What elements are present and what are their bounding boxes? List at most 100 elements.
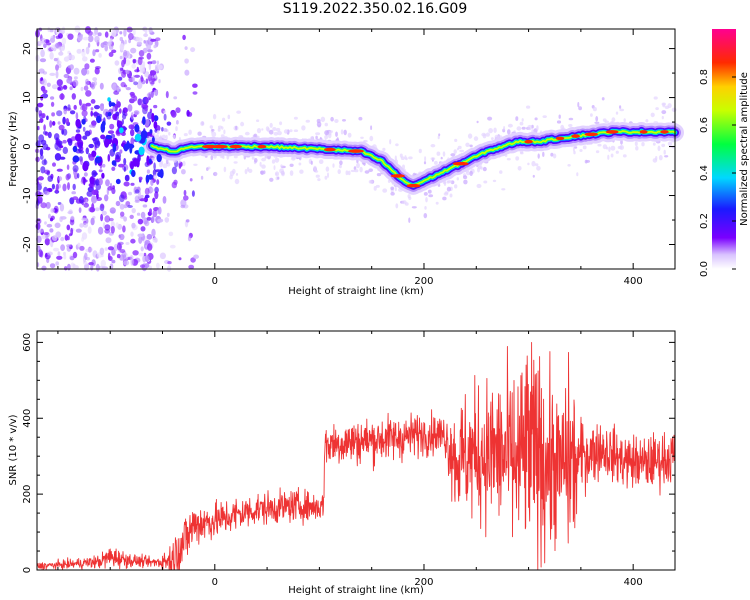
spectrogram-faint-cell — [339, 160, 343, 166]
spectrogram-noise-cell — [154, 186, 159, 194]
spectrogram-noise-cell — [116, 253, 121, 259]
spectrogram-noise-cell — [47, 175, 53, 182]
spectrogram-faint-cell — [537, 153, 540, 159]
spectrogram-noise-cell — [184, 69, 190, 76]
spectrogram-faint-cell — [671, 107, 677, 113]
spectrogram-faint-cell — [235, 125, 238, 130]
spectrogram-noise-cell — [93, 137, 100, 145]
spectrogram-noise-cell — [69, 110, 76, 115]
spectrogram-noise-cell — [88, 143, 94, 149]
spectrogram-noise-cell — [72, 183, 76, 191]
spectrogram-faint-cell — [542, 115, 547, 118]
spectrogram-noise-cell — [94, 27, 99, 35]
spectrogram-noise-cell — [123, 28, 127, 37]
spectrogram-noise-cell — [169, 244, 176, 249]
spectrogram-faint-cell — [213, 171, 218, 177]
spectrogram-noise-cell — [49, 263, 56, 269]
spectrogram-noise-cell — [51, 235, 58, 242]
spectrogram-noise-cell — [123, 166, 127, 172]
colorbar-label: Normalized spectral amplitude — [739, 72, 750, 226]
spectrogram-faint-cell — [299, 169, 304, 174]
spectrogram-faint-cell — [280, 164, 283, 168]
spectrogram-noise-cell — [101, 210, 107, 216]
spectrogram-noise-cell — [142, 204, 148, 208]
spectrogram-noise-cell — [151, 228, 156, 237]
spectrogram-faint-cell — [263, 170, 266, 175]
spectrogram-faint-cell — [212, 113, 217, 120]
spectrogram-faint-cell — [222, 117, 226, 122]
spectrogram-faint-cell — [602, 118, 607, 122]
spectrogram-noise-cell — [159, 252, 166, 260]
spectrogram-peak — [390, 174, 405, 178]
spectrogram-faint-cell — [400, 156, 405, 160]
spectrogram-noise-cell — [75, 228, 82, 233]
spectrogram-x-label: Height of straight line (km) — [288, 286, 424, 297]
spectrogram-noise-cell — [192, 91, 198, 95]
spectrogram-faint-cell — [394, 186, 397, 192]
spectrogram-noise-cell — [90, 217, 95, 226]
spectrogram-faint-cell — [330, 116, 334, 122]
spectrogram-noise-cell — [138, 252, 145, 257]
spectrogram-noise-cell — [123, 181, 130, 187]
spectrogram-noise-cell — [98, 53, 102, 58]
spectrogram-faint-cell — [193, 163, 198, 166]
spectrogram-noise-cell — [94, 67, 100, 75]
spectrogram-noise-cell — [91, 120, 97, 126]
spectrogram-noise-cell — [147, 61, 153, 65]
spectrogram-noise-cell — [143, 33, 149, 38]
spectrogram-noise-cell — [59, 203, 65, 212]
spectrogram-noise-cell — [156, 262, 160, 269]
spectrogram-noise-cell — [90, 110, 93, 117]
spectrogram-noise-cell — [67, 104, 71, 111]
spectrogram-faint-cell — [188, 129, 192, 135]
spectrogram-noise-cell — [63, 254, 67, 260]
spectrogram-noise-cell — [37, 176, 44, 181]
spectrogram-faint-cell — [334, 119, 339, 123]
spectrogram-noise-cell — [150, 38, 157, 42]
spectrogram-faint-cell — [655, 107, 659, 111]
spectrogram-faint-cell — [165, 159, 169, 164]
spectrogram-faint-cell — [301, 125, 306, 131]
spectrogram-noise-cell — [50, 35, 55, 43]
spectrogram-faint-cell — [499, 170, 503, 174]
spectrogram-noise-cell — [35, 190, 41, 198]
spectrogram-noise-cell — [84, 63, 90, 70]
spectrogram-noise-cell — [49, 239, 52, 246]
colorbar-ticks: 0.0 0.2 0.4 0.6 0.8 — [699, 69, 736, 277]
spectrogram-noise-cell — [94, 66, 101, 70]
spectrogram-noise-cell — [105, 237, 112, 244]
spectrogram-faint-cell — [568, 124, 573, 127]
spectrogram-noise-cell — [61, 26, 66, 34]
spectrogram-faint-cell — [283, 129, 289, 134]
spectrogram-faint-cell — [168, 131, 171, 136]
spectrogram-noise-cell — [43, 190, 50, 196]
spectrogram-faint-cell — [438, 133, 441, 137]
spectrogram-blob — [96, 115, 102, 124]
spectrogram-noise-cell — [69, 64, 74, 70]
spectrogram-noise-cell — [165, 91, 169, 99]
spectrogram-noise-cell — [46, 82, 51, 88]
spectrogram-faint-cell — [373, 186, 377, 191]
spectrogram-faint-cell — [425, 197, 428, 203]
spectrogram-blob — [91, 150, 97, 157]
spectrogram-noise-cell — [41, 78, 47, 86]
spectrogram-faint-cell — [345, 170, 349, 176]
spectrogram-noise-cell — [68, 65, 71, 69]
spectrogram-noise-cell — [118, 163, 125, 168]
spectrogram-blob — [134, 124, 140, 133]
spectrogram-y-tick-label: 10 — [22, 91, 33, 104]
spectrogram-noise-cell — [138, 236, 143, 244]
spectrogram-faint-cell — [661, 115, 664, 120]
spectrogram-faint-cell — [467, 133, 473, 139]
spectrogram-faint-cell — [261, 157, 266, 162]
spectrogram-faint-cell — [436, 151, 441, 156]
spectrogram-faint-cell — [442, 196, 447, 201]
spectrogram-noise-cell — [62, 183, 67, 192]
spectrogram-faint-cell — [375, 184, 380, 188]
spectrogram-faint-cell — [310, 160, 313, 165]
spectrogram-noise-cell — [83, 222, 88, 228]
spectrogram-noise-cell — [70, 262, 75, 269]
spectrogram-blob — [72, 145, 78, 153]
spectrogram-faint-cell — [240, 121, 245, 127]
